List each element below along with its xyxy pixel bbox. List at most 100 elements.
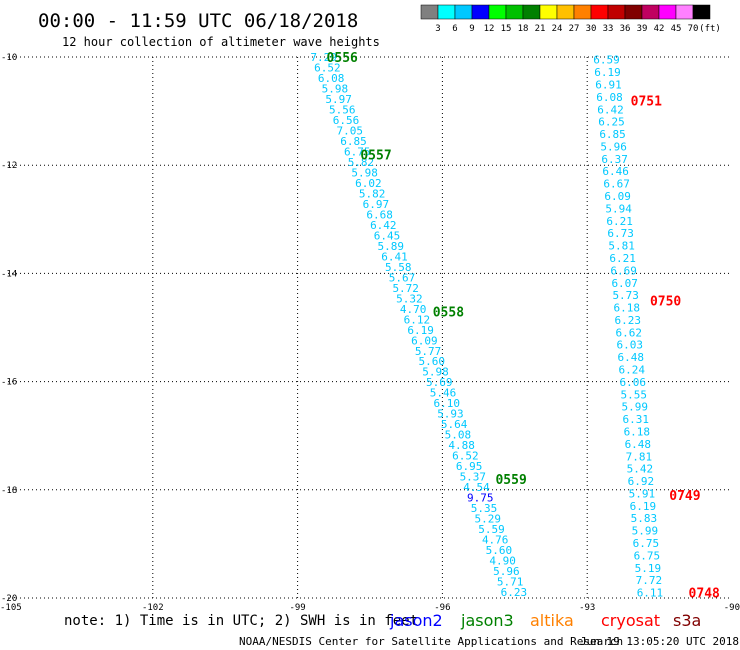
color-scale-label: 24 [552, 24, 563, 34]
pass-time-label: 0559 [495, 473, 526, 488]
color-scale-label: 30 [586, 24, 597, 34]
data-point-cryosat: 6.67 [603, 178, 630, 191]
data-point-jason3: 5.60 [419, 355, 446, 368]
data-point-jason3: 6.09 [411, 334, 438, 347]
x-tick-label: -99 [289, 603, 305, 613]
color-swatch [522, 4, 541, 20]
y-tick-label: -16 [1, 378, 17, 388]
color-swatch [641, 4, 660, 20]
data-point-cryosat: 6.19 [594, 66, 621, 79]
data-point-jason3: 6.10 [433, 397, 460, 410]
color-scale-label: 70 [688, 24, 699, 34]
axis-tick-labels: -10 -12 -14 -16 -18 -20-105 -102 -99 -96 -93 -90 [0, 53, 740, 613]
data-point-jason3: 5.82 [348, 156, 375, 169]
legend-cryosat: cryosat [601, 611, 660, 630]
data-point-cryosat: 7.81 [626, 450, 653, 463]
data-point-jason3: 5.71 [497, 576, 524, 589]
data-point-cryosat: 6.48 [625, 438, 652, 451]
time-labels: 0556 0557 0558 0559 0751 0750 0749 0748 [327, 51, 720, 602]
data-point-cryosat: 6.21 [606, 215, 633, 228]
data-point-cryosat: 6.07 [611, 277, 638, 290]
legend-jason2: jason2 [389, 611, 443, 630]
data-point-jason3: 5.89 [378, 240, 405, 253]
data-point-cryosat: 6.25 [598, 116, 625, 129]
color-swatch [539, 4, 558, 20]
data-point-cryosat: 6.92 [628, 475, 655, 488]
data-point-jason3: 5.64 [441, 418, 468, 431]
color-scale-label: 18 [518, 24, 529, 34]
data-point-cryosat: 6.09 [604, 190, 631, 203]
satellite-legend: jason2 jason3 altika cryosat s3a [389, 611, 701, 630]
data-point-cryosat: 5.81 [608, 240, 635, 253]
color-scale-label: 39 [637, 24, 648, 34]
plot-area: -10 -12 -14 -16 -18 -20-105 -102 -99 -96 -93 -90 7… [0, 51, 740, 613]
data-point-jason3: 5.97 [325, 93, 352, 106]
data-point-jason3: 5.35 [471, 502, 498, 515]
data-point-cryosat: 6.62 [615, 326, 642, 339]
color-scale-label: 6 [452, 24, 457, 34]
pass-time-label: 0749 [669, 489, 700, 504]
pass-time-label: 0557 [360, 148, 391, 163]
color-swatch [420, 4, 439, 20]
legend-jason3: jason3 [460, 611, 514, 630]
data-point-jason3: 5.58 [385, 261, 412, 274]
pass-time-label: 0556 [327, 51, 358, 66]
chart-title: 00:00 - 11:59 UTC 06/18/2018 [38, 10, 358, 32]
data-point-jason3: 4.90 [489, 555, 516, 568]
credit-text: NOAA/NESDIS Center for Satellite Applica… [239, 635, 623, 648]
data-point-jason3: 6.19 [407, 324, 434, 337]
color-swatch [556, 4, 575, 20]
data-point-jason3: 7.05 [337, 124, 364, 137]
color-scale-label: 21 [535, 24, 546, 34]
data-point-jason3: 5.98 [422, 366, 449, 379]
y-tick-label: -10 [1, 53, 17, 63]
data-point-jason3: 5.37 [460, 471, 487, 484]
data-point-jason3: 6.41 [381, 250, 408, 263]
data-point-cryosat: 5.42 [627, 463, 654, 476]
data-point-jason3: 5.96 [493, 565, 520, 578]
data-point-cryosat: 6.73 [607, 227, 634, 240]
data-point-jason3: 6.08 [318, 72, 345, 85]
data-point-cryosat: 6.23 [614, 314, 641, 327]
data-point-jason3: 6.97 [363, 198, 390, 211]
data-point-jason3: 5.69 [426, 376, 453, 389]
color-scale-label: 36 [620, 24, 631, 34]
data-point-jason3: 6.42 [370, 219, 397, 232]
legend-s3a: s3a [673, 611, 701, 630]
x-tick-label: -90 [724, 603, 740, 613]
data-point-jason3: 6.85 [340, 135, 367, 148]
data-point-jason3: 5.46 [430, 387, 457, 400]
data-point-cryosat: 5.83 [631, 512, 658, 525]
data-point-jason3: 5.72 [392, 282, 419, 295]
data-point-cryosat: 5.96 [600, 140, 627, 153]
data-point-jason3: 6.45 [374, 229, 401, 242]
data-point-cryosat: 6.19 [630, 500, 657, 513]
data-point-cryosat: 6.03 [616, 339, 643, 352]
data-point-cryosat: 6.69 [610, 264, 637, 277]
color-swatch [607, 4, 626, 20]
data-point-cryosat: 6.06 [620, 376, 647, 389]
data-point-jason3: 4.88 [448, 439, 475, 452]
color-swatch [505, 4, 524, 20]
data-point-cryosat: 5.94 [605, 202, 632, 215]
data-point-jason3: 5.98 [322, 82, 349, 95]
x-tick-label: -102 [142, 603, 164, 613]
legend-altika: altika [530, 611, 574, 630]
data-point-jason3: 5.56 [329, 103, 356, 116]
y-tick-label: -18 [1, 486, 17, 496]
data-point-jason3: 5.08 [445, 429, 472, 442]
data-point-jason3: 6.75 [344, 145, 371, 158]
data-point-cryosat: 6.11 [637, 587, 664, 600]
color-swatch [488, 4, 507, 20]
color-swatch [454, 4, 473, 20]
data-point-jason3: 6.52 [314, 61, 341, 74]
color-swatch [590, 4, 609, 20]
data-point-cryosat: 6.91 [595, 78, 622, 91]
data-point-jason3: 6.95 [456, 460, 483, 473]
x-tick-label: -96 [434, 603, 450, 613]
data-points: 7.296.526.085.985.975.566.567.056.856.75… [310, 51, 663, 600]
data-point-jason3: 5.60 [486, 544, 513, 557]
data-point-cryosat: 5.55 [621, 388, 648, 401]
data-point-jason3: 6.12 [404, 313, 431, 326]
data-point-cryosat: 6.48 [618, 351, 645, 364]
